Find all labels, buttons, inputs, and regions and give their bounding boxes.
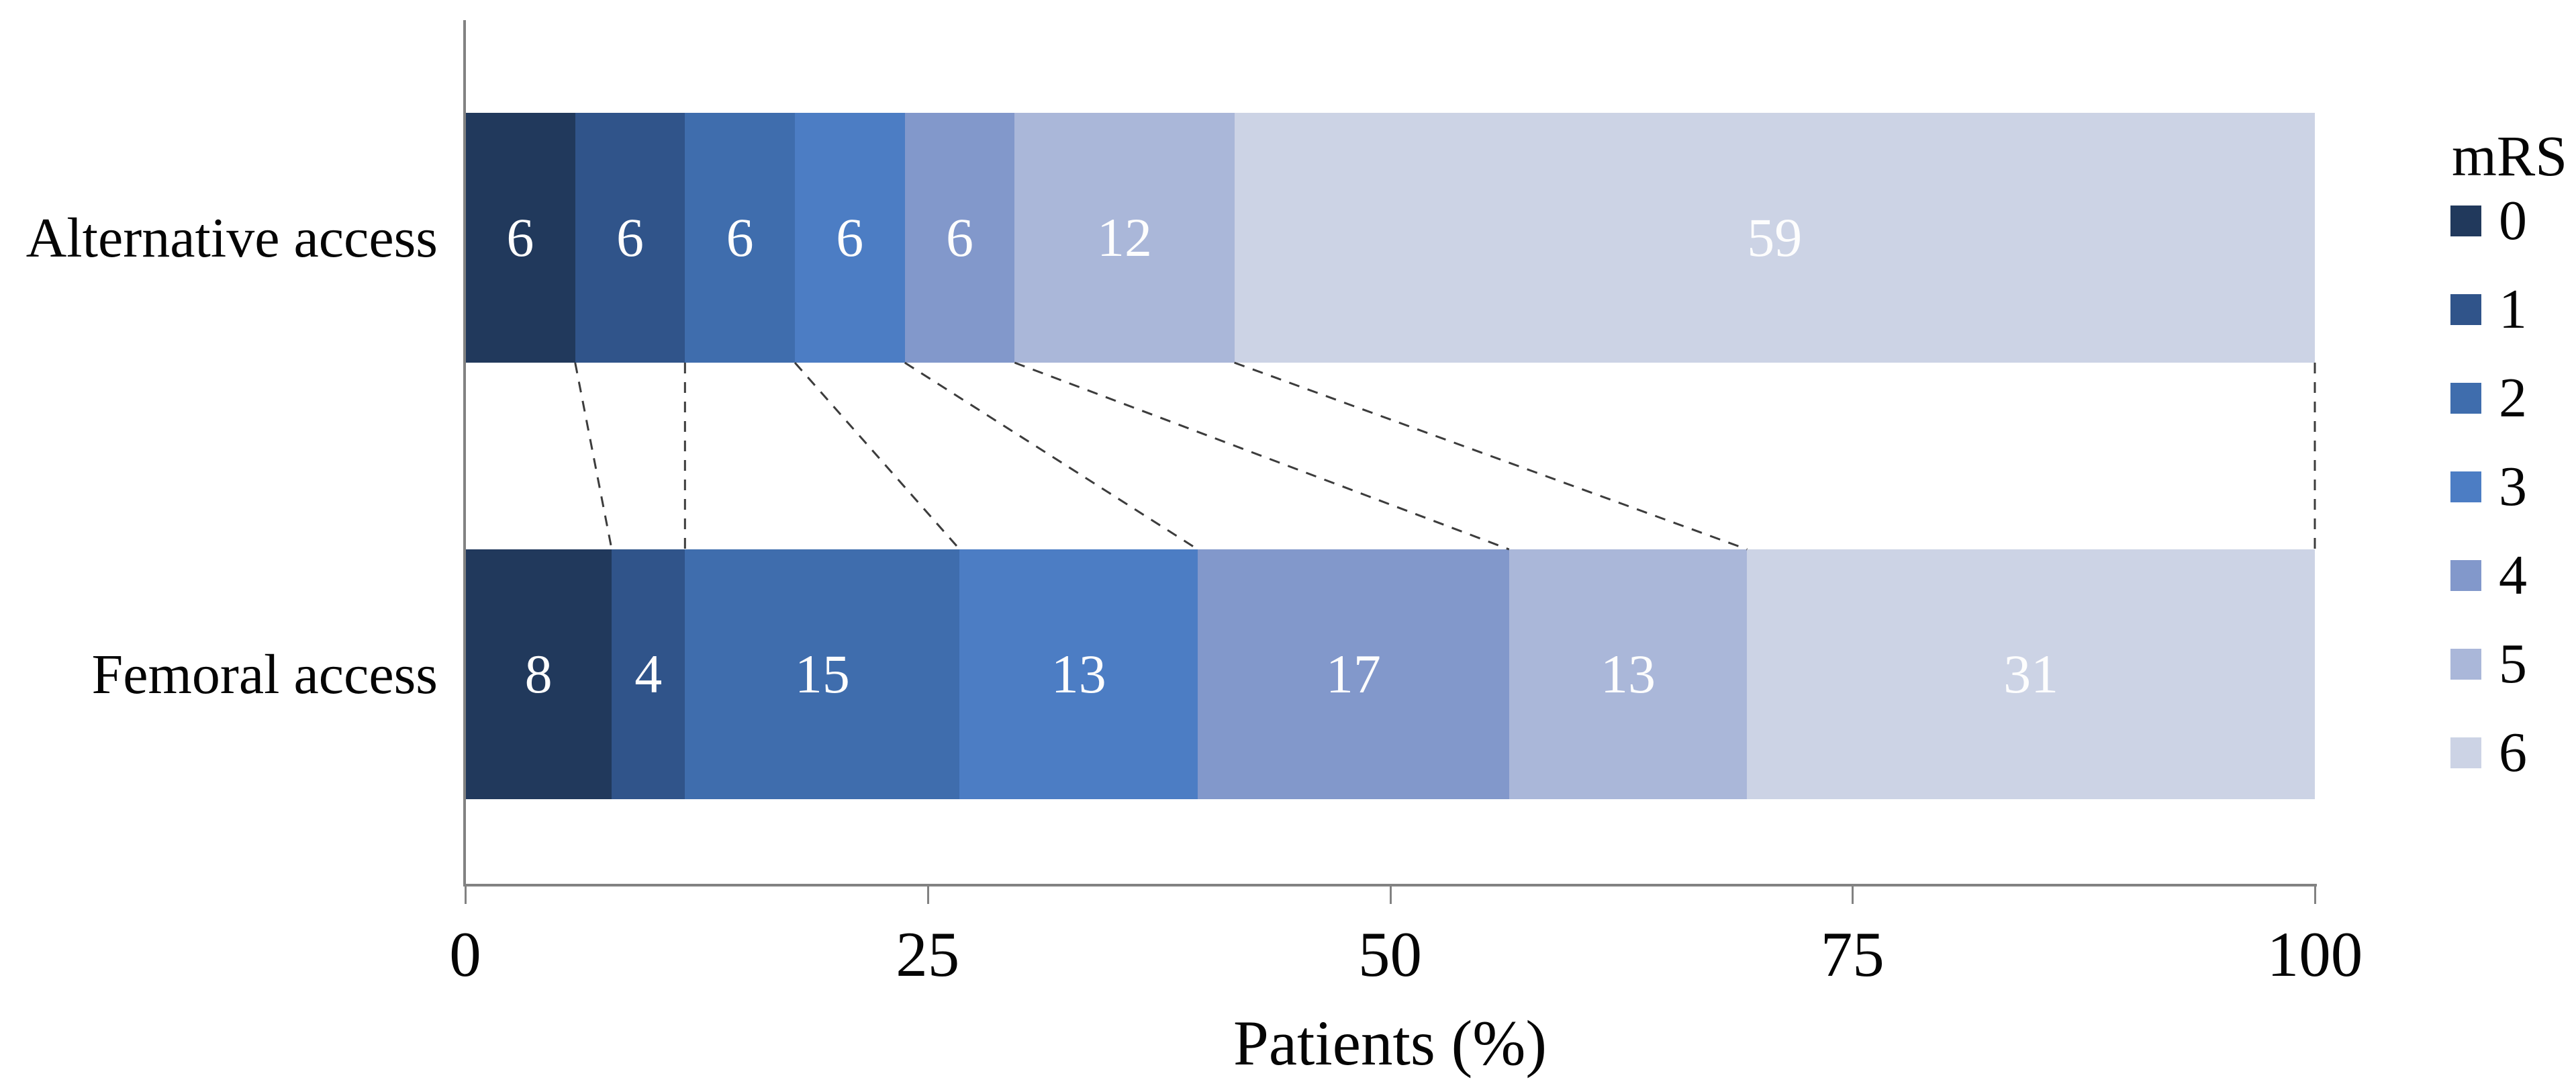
connector-dashed-line (794, 362, 961, 550)
stacked-bar: 6 6 6 6 6 12 59 (465, 113, 2315, 363)
x-axis-tick-label: 50 (1358, 919, 1422, 990)
legend-item-mrs-5: 5 (2450, 636, 2567, 692)
legend-item-label: 5 (2499, 633, 2527, 695)
x-axis-title: Patients (%) (1233, 1007, 1547, 1079)
category-label: Alternative access (26, 206, 438, 269)
legend-swatch-icon (2450, 560, 2481, 591)
x-axis-line (463, 884, 2317, 886)
bar-segment-value: 13 (1601, 643, 1656, 704)
bar-segment-mrs-1: 6 (575, 113, 685, 363)
bar-segment-value: 6 (726, 207, 754, 268)
legend-item-mrs-0: 0 (2450, 193, 2567, 249)
bar-segment-value: 31 (2003, 643, 2059, 704)
connector-dashed-line (1014, 361, 1510, 551)
x-axis-tick-mark (2314, 886, 2316, 904)
bar-segment-value: 6 (506, 207, 534, 268)
legend-item-mrs-3: 3 (2450, 459, 2567, 515)
bar-segment-value: 12 (1096, 207, 1152, 268)
legend-item-label: 0 (2499, 189, 2527, 252)
bar-segment-mrs-1: 4 (612, 549, 685, 799)
legend-title: mRS (2452, 124, 2568, 188)
bar-segment-mrs-2: 15 (685, 549, 960, 799)
legend-item-label: 2 (2499, 367, 2527, 429)
x-axis-tick-label: 25 (896, 919, 960, 990)
x-axis-tick-mark (1852, 886, 1854, 904)
legend-item-mrs-6: 6 (2450, 725, 2567, 781)
bar-segment-mrs-6: 59 (1234, 113, 2315, 363)
x-axis-tick-label: 0 (449, 919, 481, 990)
legend-swatch-icon (2450, 383, 2481, 414)
bar-segment-value: 15 (794, 643, 850, 704)
bar-segment-value: 13 (1051, 643, 1106, 704)
bar-segment-mrs-6: 31 (1747, 549, 2315, 799)
bar-segment-value: 59 (1747, 207, 1803, 268)
bar-segment-mrs-0: 8 (465, 549, 612, 799)
connector-dashed-line (574, 362, 613, 550)
connector-dashed-line (904, 361, 1198, 551)
bar-segment-mrs-4: 6 (904, 113, 1015, 363)
bar-segment-mrs-3: 13 (959, 549, 1198, 799)
bar-segment-mrs-5: 13 (1509, 549, 1748, 799)
legend-item-mrs-2: 2 (2450, 370, 2567, 426)
x-axis-tick-mark (926, 886, 929, 904)
category-label: Femoral access (91, 643, 438, 706)
bar-segment-value: 17 (1325, 643, 1381, 704)
x-axis-tick-mark (465, 886, 467, 904)
legend-swatch-icon (2450, 206, 2481, 236)
x-axis-tick-label: 100 (2267, 919, 2363, 990)
bar-segment-mrs-0: 6 (465, 113, 575, 363)
x-axis-tick-mark (1389, 886, 1392, 904)
legend: mRS 0 1 2 3 4 5 6 (2450, 122, 2567, 826)
bar-segment-mrs-2: 6 (685, 113, 795, 363)
bar-segment-value: 6 (945, 207, 973, 268)
bar-segment-mrs-3: 6 (794, 113, 905, 363)
bar-segment-mrs-4: 17 (1198, 549, 1509, 799)
connector-dashed-line (1234, 361, 1748, 551)
y-axis-line (463, 20, 466, 885)
legend-swatch-icon (2450, 471, 2481, 502)
legend-items: 0 1 2 3 4 5 6 (2450, 193, 2567, 781)
bar-segment-value: 6 (616, 207, 644, 268)
stacked-bar: 8 4 15 13 17 13 31 (465, 549, 2315, 799)
legend-item-mrs-1: 1 (2450, 281, 2567, 338)
legend-swatch-icon (2450, 737, 2481, 768)
legend-swatch-icon (2450, 294, 2481, 325)
legend-swatch-icon (2450, 649, 2481, 680)
legend-item-mrs-4: 4 (2450, 547, 2567, 604)
segment-connector-lines (574, 361, 2316, 551)
legend-item-label: 1 (2499, 278, 2527, 340)
bar-segment-value: 8 (524, 643, 553, 704)
bar-segment-mrs-5: 12 (1014, 113, 1235, 363)
bar-segment-value: 4 (634, 643, 663, 704)
x-axis-tick-label: 75 (1820, 919, 1885, 990)
bar-segment-value: 6 (836, 207, 864, 268)
legend-item-label: 4 (2499, 544, 2527, 606)
legend-item-label: 6 (2499, 721, 2527, 784)
legend-item-label: 3 (2499, 455, 2527, 518)
